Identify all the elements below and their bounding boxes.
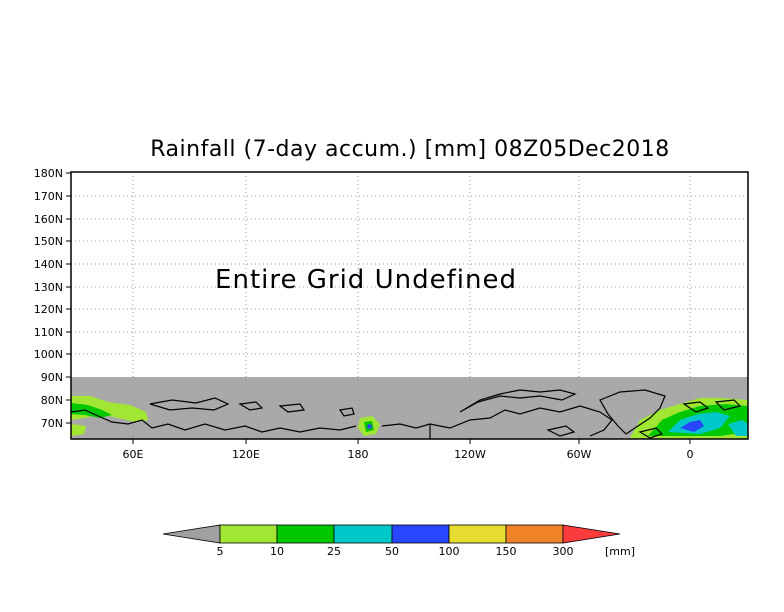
lat-label: 140N [34, 258, 63, 271]
colorbar: 5 10 25 50 100 150 300 [mm] [162, 524, 635, 558]
lat-label: 110N [34, 326, 63, 339]
lat-labels: 180N 170N 160N 150N 140N 130N 120N 110N … [34, 167, 63, 430]
rainfall-patches [71, 396, 748, 439]
colorbar-units: [mm] [605, 545, 635, 558]
map-title: Rainfall (7-day accum.) [mm] 08Z05Dec201… [150, 137, 670, 162]
colorbar-tick-label: 100 [439, 545, 460, 558]
lat-label: 80N [41, 394, 63, 407]
lon-label: 180 [348, 448, 369, 461]
undefined-grid-message: Entire Grid Undefined [215, 265, 517, 295]
lat-ticks [66, 172, 71, 424]
lon-label: 120E [232, 448, 260, 461]
colorbar-tick-label: 50 [385, 545, 399, 558]
colorbar-over-triangle [562, 524, 621, 544]
lon-label: 60E [123, 448, 144, 461]
lat-label: 100N [34, 348, 63, 361]
lat-label: 70N [41, 417, 63, 430]
colorbar-tick-label: 5 [217, 545, 224, 558]
colorbar-tick-label: 300 [553, 545, 574, 558]
colorbar-under-triangle [162, 524, 221, 544]
lon-label: 60W [567, 448, 592, 461]
coastlines [70, 389, 742, 439]
colorbar-bin-50-100 [391, 524, 450, 544]
lon-label: 0 [687, 448, 694, 461]
colorbar-tick-label: 150 [496, 545, 517, 558]
lon-label: 120W [454, 448, 486, 461]
colorbar-tick-label: 25 [327, 545, 341, 558]
map-frame [70, 171, 749, 440]
colorbar-tick-label: 10 [270, 545, 284, 558]
lat-label: 120N [34, 303, 63, 316]
lat-label: 160N [34, 213, 63, 226]
colorbar-bin-10-25 [276, 524, 335, 544]
colorbar-bin-150-300 [505, 524, 564, 544]
colorbar-bin-100-150 [448, 524, 507, 544]
colorbar-bin-5-10 [219, 524, 278, 544]
colorbar-bin-25-50 [333, 524, 393, 544]
lat-label: 150N [34, 235, 63, 248]
lat-label: 180N [34, 167, 63, 180]
data-region [71, 377, 748, 439]
lat-label: 130N [34, 281, 63, 294]
lat-label: 90N [41, 371, 63, 384]
lon-labels: 60E 120E 180 120W 60W 0 [123, 448, 694, 461]
lat-label: 170N [34, 190, 63, 203]
lon-ticks [132, 439, 691, 444]
gridlines [71, 172, 748, 439]
